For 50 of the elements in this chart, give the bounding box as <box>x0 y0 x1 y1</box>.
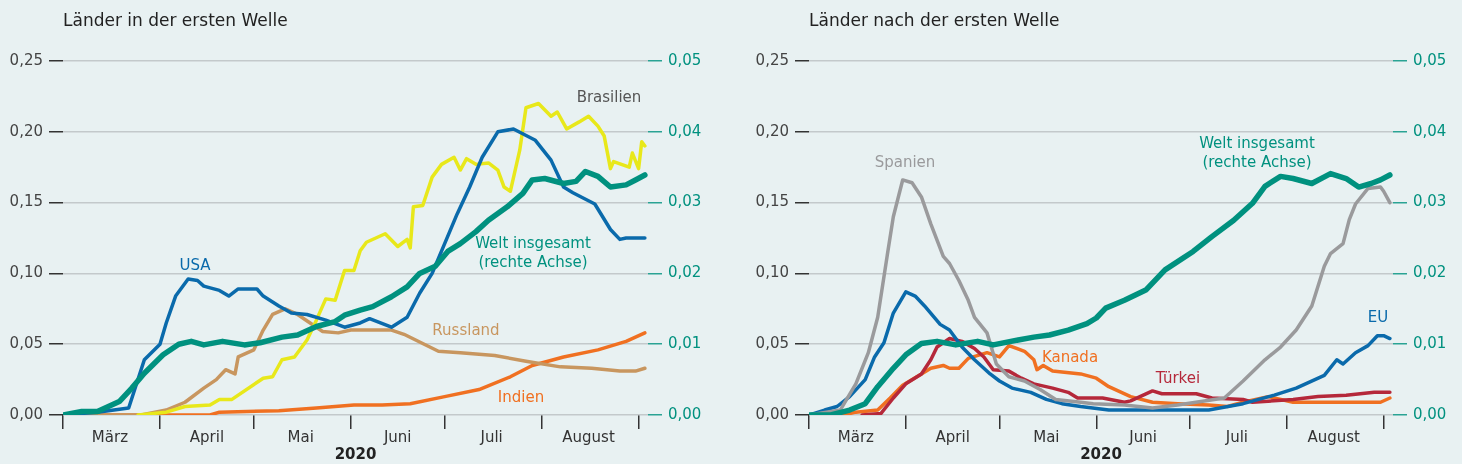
x-tick-label: August <box>562 427 615 446</box>
y2-tick-label: 0,05 <box>668 50 702 69</box>
x-tick-label: März <box>837 427 875 446</box>
y2-tick-label: 0,02 <box>668 263 702 282</box>
series-label: EU <box>1367 307 1389 326</box>
y2-tick-label: 0,04 <box>668 121 702 140</box>
x-tick-label: Juli <box>479 427 503 446</box>
y2-tick-label: 0,03 <box>668 192 702 211</box>
y-tick-label: 0,05 <box>755 334 789 353</box>
y2-tick-label: 0,00 <box>668 404 702 423</box>
x-axis-title: 2020 <box>334 444 377 463</box>
x-tick-label: April <box>189 427 225 446</box>
series-label: Brasilien <box>576 87 642 106</box>
x-tick-label: März <box>91 427 129 446</box>
series-label: Kanada <box>1041 347 1099 366</box>
series-label: Türkei <box>1154 368 1201 387</box>
y2-tick-label: 0,02 <box>1413 263 1447 282</box>
y-tick-label: 0,00 <box>9 404 43 423</box>
x-tick-label: April <box>935 427 970 446</box>
x-tick-label: Juli <box>1224 427 1248 446</box>
y-tick-label: 0,20 <box>9 121 43 140</box>
y2-tick-label: 0,04 <box>1413 121 1447 140</box>
y-tick-label: 0,10 <box>755 263 789 282</box>
y2-tick-label: 0,00 <box>1413 404 1447 423</box>
series-label: USA <box>179 255 212 274</box>
x-tick-label: Mai <box>287 427 314 446</box>
y-tick-label: 0,10 <box>9 263 43 282</box>
series-label: Welt insgesamt (rechte Achse) <box>475 233 591 271</box>
series-label: Indien <box>497 387 545 406</box>
x-tick-label: Juni <box>1128 427 1157 446</box>
series-label: Spanien <box>874 152 936 171</box>
x-tick-label: Juni <box>382 427 412 446</box>
y-tick-label: 0,15 <box>9 192 43 211</box>
series-label: Welt insgesamt (rechte Achse) <box>1199 133 1315 171</box>
y-tick-label: 0,15 <box>755 192 789 211</box>
x-axis-title: 2020 <box>1080 444 1122 463</box>
y-tick-label: 0,05 <box>9 334 43 353</box>
y2-tick-label: 0,03 <box>1413 192 1447 211</box>
chart-title: Länder nach der ersten Welle <box>809 10 1060 30</box>
y-tick-label: 0,25 <box>9 50 43 69</box>
x-tick-label: August <box>1307 427 1361 446</box>
y2-tick-label: 0,01 <box>1413 334 1447 353</box>
y2-tick-label: 0,05 <box>1413 50 1447 69</box>
x-tick-label: Mai <box>1033 427 1060 446</box>
y-tick-label: 0,00 <box>755 404 789 423</box>
chart-title: Länder in der ersten Welle <box>63 10 288 30</box>
y-tick-label: 0,25 <box>755 50 789 69</box>
series-label: Russland <box>432 320 500 339</box>
y-tick-label: 0,20 <box>755 121 789 140</box>
y2-tick-label: 0,01 <box>668 334 702 353</box>
